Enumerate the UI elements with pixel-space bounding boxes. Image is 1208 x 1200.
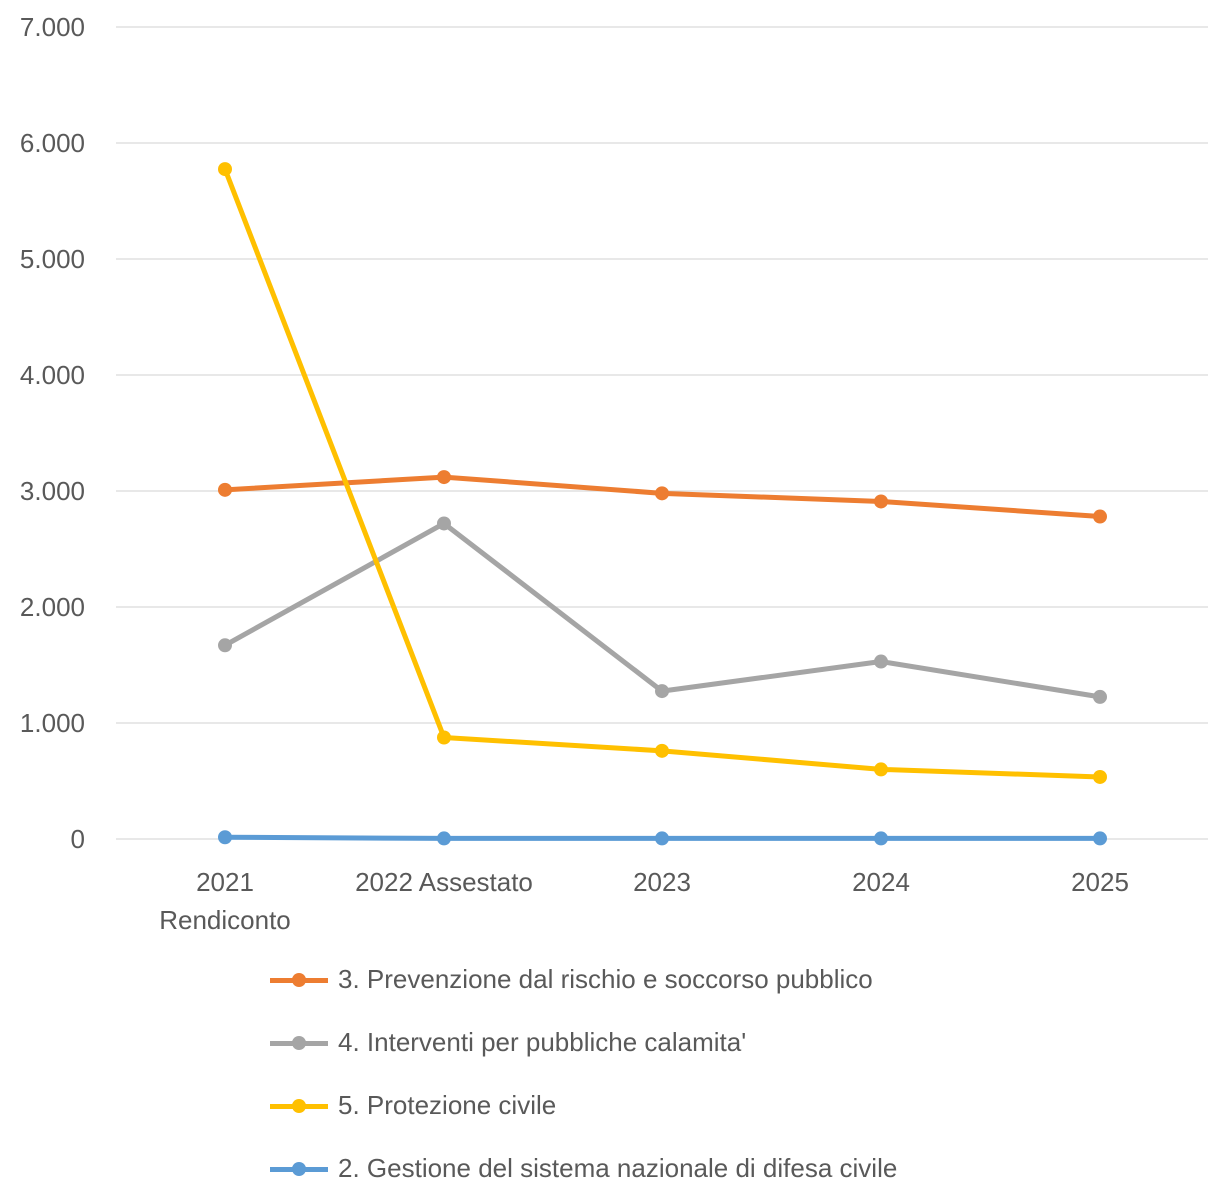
legend-label: 4. Interventi per pubbliche calamita' bbox=[338, 1027, 747, 1057]
data-point bbox=[1093, 831, 1107, 846]
data-point bbox=[874, 494, 888, 509]
data-point bbox=[437, 831, 451, 846]
data-point bbox=[1093, 689, 1107, 704]
data-point bbox=[218, 638, 232, 653]
legend-marker bbox=[292, 1161, 306, 1176]
x-tick-label: 2021 Rendiconto bbox=[159, 867, 291, 935]
y-tick-label: 5.000 bbox=[20, 244, 85, 274]
line-chart: 0 1.000 2.000 3.000 4.000 5.000 6.000 7.000 202… bbox=[20, 12, 1208, 935]
data-point bbox=[218, 482, 232, 497]
legend-marker bbox=[292, 1098, 306, 1113]
gridlines bbox=[116, 26, 1208, 840]
legend-swatch bbox=[270, 970, 328, 990]
y-tick-label: 4.000 bbox=[20, 360, 85, 390]
legend-item: 3. Prevenzione dal rischio e soccorso pu… bbox=[270, 948, 897, 1011]
data-point bbox=[874, 831, 888, 846]
data-point bbox=[218, 830, 232, 845]
legend-marker bbox=[292, 972, 306, 987]
series-line bbox=[222, 520, 1103, 700]
data-point bbox=[437, 516, 451, 531]
legend-label: 3. Prevenzione dal rischio e soccorso pu… bbox=[338, 964, 873, 994]
x-tick-label: 2025 bbox=[1071, 867, 1129, 897]
data-point bbox=[655, 486, 669, 501]
x-tick-label: 2023 bbox=[633, 867, 691, 897]
legend-swatch bbox=[270, 1159, 328, 1179]
data-point bbox=[1093, 509, 1107, 524]
y-tick-label: 3.000 bbox=[20, 476, 85, 506]
legend-item: 4. Interventi per pubbliche calamita' bbox=[270, 1011, 897, 1074]
y-tick-label: 2.000 bbox=[20, 592, 85, 622]
y-axis-tick-labels: 0 1.000 2.000 3.000 4.000 5.000 6.000 7.000 bbox=[20, 12, 85, 854]
data-point bbox=[655, 684, 669, 699]
legend-label: 2. Gestione del sistema nazionale di dif… bbox=[338, 1153, 898, 1183]
y-tick-label: 0 bbox=[71, 824, 85, 854]
series bbox=[218, 516, 1107, 704]
x-tick-label: 2024 bbox=[852, 867, 910, 897]
data-point bbox=[655, 831, 669, 846]
data-point bbox=[437, 730, 451, 745]
legend-swatch bbox=[270, 1033, 328, 1053]
data-point bbox=[874, 762, 888, 777]
data-point bbox=[874, 654, 888, 669]
data-point bbox=[218, 162, 232, 177]
data-point bbox=[1093, 769, 1107, 784]
legend-item: 5. Protezione civile bbox=[270, 1074, 897, 1137]
legend-label: 5. Protezione civile bbox=[338, 1090, 557, 1120]
y-tick-label: 1.000 bbox=[20, 708, 85, 738]
series bbox=[218, 162, 1107, 784]
series-lines bbox=[218, 162, 1107, 846]
x-axis-tick-labels: 2021 Rendiconto 2022 Assestato 2023 2024 2025 bbox=[159, 867, 1129, 935]
legend-marker bbox=[292, 1035, 306, 1050]
legend-item: 2. Gestione del sistema nazionale di dif… bbox=[270, 1137, 897, 1200]
data-point bbox=[437, 470, 451, 485]
x-tick-label: 2022 Assestato bbox=[355, 867, 533, 897]
y-tick-label: 6.000 bbox=[20, 128, 85, 158]
series bbox=[218, 470, 1107, 524]
legend: 3. Prevenzione dal rischio e soccorso pu… bbox=[270, 948, 897, 1200]
legend-swatch bbox=[270, 1096, 328, 1116]
series bbox=[218, 830, 1107, 846]
y-tick-label: 7.000 bbox=[20, 12, 85, 42]
data-point bbox=[655, 743, 669, 758]
